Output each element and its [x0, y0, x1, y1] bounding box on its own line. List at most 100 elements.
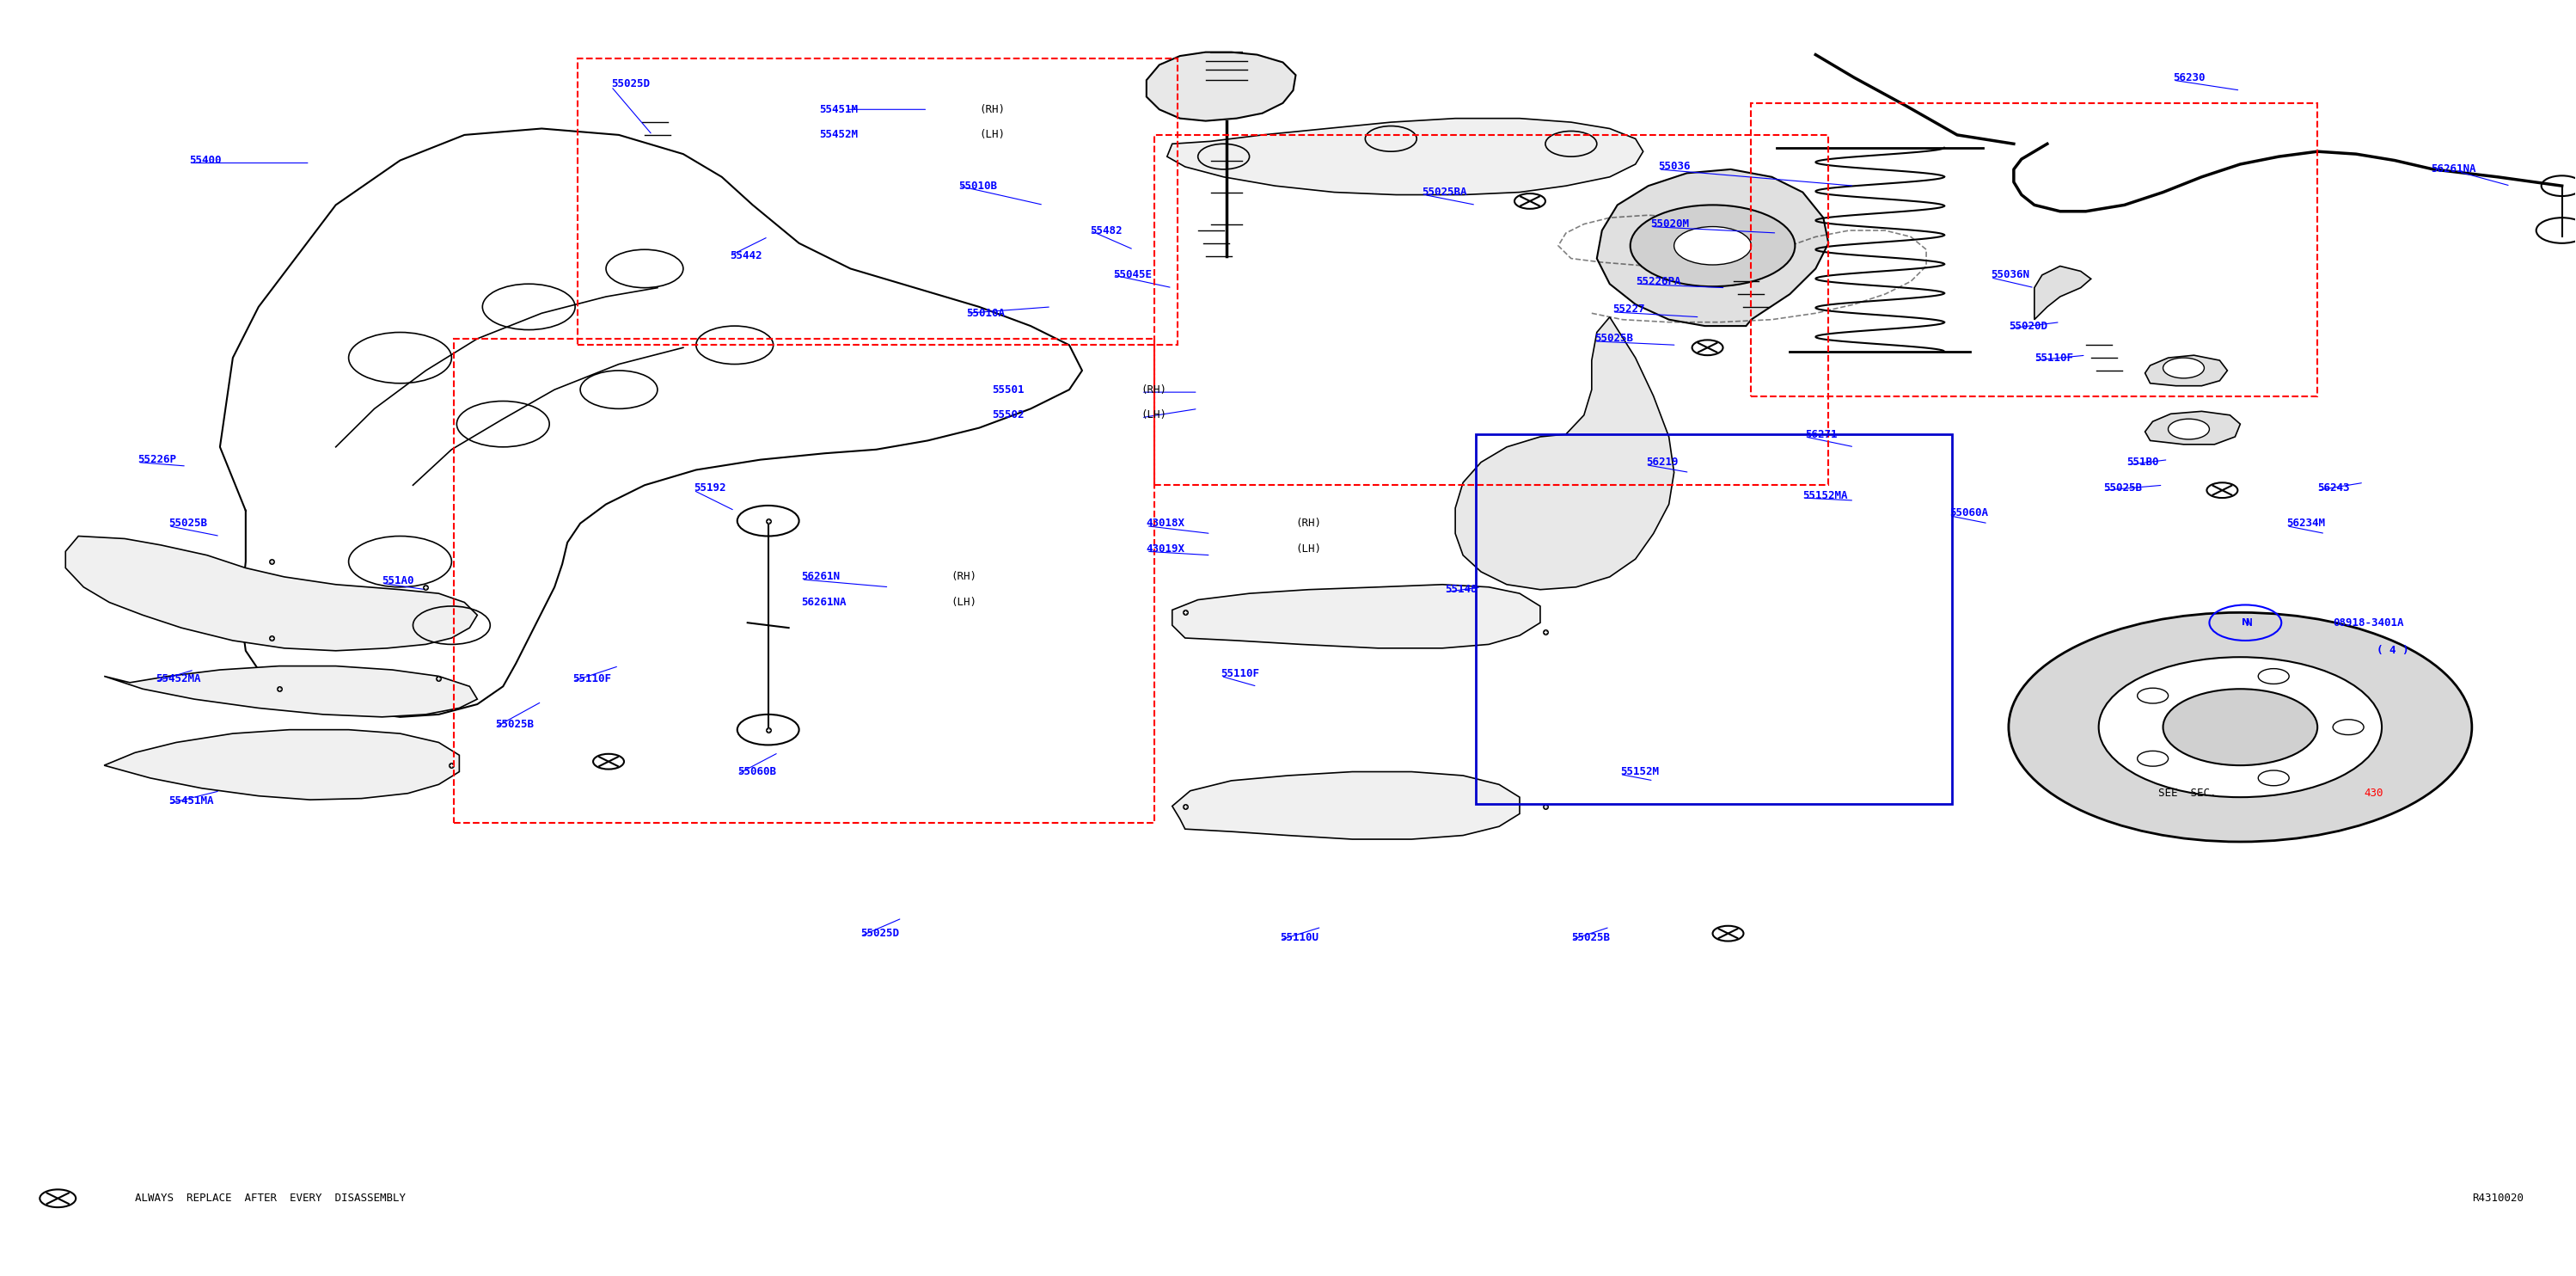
Polygon shape: [1597, 170, 1829, 325]
Polygon shape: [2146, 355, 2228, 385]
Text: N: N: [2241, 619, 2249, 627]
Text: 55110F: 55110F: [2035, 352, 2074, 364]
Polygon shape: [103, 730, 459, 800]
Text: 55501: 55501: [992, 384, 1025, 396]
Text: 55110F: 55110F: [1221, 669, 1260, 679]
Circle shape: [2259, 669, 2290, 684]
Text: 55152M: 55152M: [1620, 766, 1659, 777]
Polygon shape: [2146, 411, 2241, 444]
Text: 56243: 56243: [2318, 482, 2349, 494]
Text: 55025D: 55025D: [860, 928, 899, 939]
Bar: [1476, 434, 1953, 804]
Text: 55110F: 55110F: [572, 674, 611, 684]
Circle shape: [1674, 227, 1752, 265]
Text: 55451MA: 55451MA: [167, 795, 214, 806]
Text: 56234M: 56234M: [2287, 518, 2326, 530]
Text: 55226P: 55226P: [137, 454, 175, 466]
Circle shape: [1515, 194, 1546, 209]
Text: 55442: 55442: [729, 250, 762, 262]
Circle shape: [2259, 771, 2290, 786]
Text: 55036: 55036: [1659, 161, 1690, 172]
Text: 56261N: 56261N: [801, 572, 840, 582]
Text: 55192: 55192: [693, 482, 726, 494]
Text: 55045E: 55045E: [1113, 269, 1151, 281]
Text: ( 4 ): ( 4 ): [2378, 646, 2409, 656]
Text: 55036N: 55036N: [1991, 269, 2030, 281]
Polygon shape: [2035, 267, 2092, 319]
Circle shape: [2138, 688, 2169, 703]
Text: (LH): (LH): [1141, 410, 1167, 421]
Circle shape: [2169, 419, 2210, 439]
Text: 55025B: 55025B: [1571, 931, 1610, 943]
Bar: [1154, 135, 1829, 485]
Polygon shape: [64, 536, 477, 651]
Bar: [577, 59, 1177, 345]
Text: (LH): (LH): [979, 129, 1005, 140]
Bar: [453, 338, 1154, 823]
Text: 55400: 55400: [188, 154, 222, 166]
Text: 55060A: 55060A: [1950, 508, 1989, 519]
Polygon shape: [1455, 316, 1674, 590]
Text: 430: 430: [2365, 787, 2383, 799]
Circle shape: [1692, 339, 1723, 355]
Circle shape: [2099, 657, 2383, 798]
Text: 56230: 56230: [2174, 71, 2205, 83]
Polygon shape: [103, 666, 477, 717]
Bar: [1752, 103, 2318, 396]
Text: (RH): (RH): [1141, 384, 1167, 396]
Polygon shape: [1146, 52, 1296, 121]
Text: 56271: 56271: [1806, 429, 1837, 440]
Text: 55010B: 55010B: [958, 180, 997, 191]
Text: 08918-3401A: 08918-3401A: [2334, 618, 2403, 628]
Text: 56261NA: 56261NA: [801, 597, 848, 607]
Text: 43019X: 43019X: [1146, 544, 1185, 555]
Text: 43018X: 43018X: [1146, 518, 1185, 530]
Text: 55148: 55148: [1445, 584, 1476, 595]
Circle shape: [39, 1189, 75, 1207]
Text: (RH): (RH): [979, 103, 1005, 115]
Text: SEE  SEC.: SEE SEC.: [2159, 787, 2215, 799]
Circle shape: [2138, 752, 2169, 766]
Text: ALWAYS  REPLACE  AFTER  EVERY  DISASSEMBLY: ALWAYS REPLACE AFTER EVERY DISASSEMBLY: [134, 1193, 407, 1205]
Text: 55226PA: 55226PA: [1636, 276, 1680, 287]
Text: 55025B: 55025B: [167, 518, 206, 530]
Text: 55020D: 55020D: [2009, 320, 2048, 332]
Text: 55025B: 55025B: [1595, 333, 1633, 345]
Text: 55025B: 55025B: [495, 718, 533, 730]
Text: 55452M: 55452M: [819, 129, 858, 140]
Text: 55025BA: 55025BA: [1422, 186, 1466, 198]
Circle shape: [2164, 357, 2205, 378]
Text: 55025B: 55025B: [2105, 482, 2143, 494]
Text: 551A0: 551A0: [381, 575, 415, 586]
Circle shape: [592, 754, 623, 769]
Text: N: N: [2246, 618, 2251, 628]
Circle shape: [2334, 720, 2365, 735]
Text: 55451M: 55451M: [819, 103, 858, 115]
Text: (RH): (RH): [951, 572, 976, 582]
Text: (LH): (LH): [1296, 544, 1321, 555]
Circle shape: [1713, 926, 1744, 942]
Circle shape: [1631, 205, 1795, 287]
Text: R4310020: R4310020: [2473, 1193, 2524, 1205]
Circle shape: [2009, 612, 2473, 842]
Text: 55010A: 55010A: [966, 308, 1005, 319]
Circle shape: [2208, 482, 2239, 498]
Text: (RH): (RH): [1296, 518, 1321, 530]
Text: 55152MA: 55152MA: [1803, 490, 1847, 501]
Text: 55482: 55482: [1090, 225, 1123, 236]
Text: 56261NA: 56261NA: [2432, 163, 2476, 175]
Text: 56219: 56219: [1646, 457, 1677, 468]
Polygon shape: [1172, 584, 1540, 648]
Text: (LH): (LH): [951, 597, 976, 607]
Text: 55020M: 55020M: [1651, 218, 1690, 230]
Text: 55502: 55502: [992, 410, 1025, 421]
Polygon shape: [1167, 119, 1643, 195]
Text: 551B0: 551B0: [2128, 457, 2159, 468]
Text: 55060B: 55060B: [737, 766, 775, 777]
Text: 55110U: 55110U: [1280, 931, 1319, 943]
Text: 55227: 55227: [1613, 304, 1643, 315]
Text: 55025D: 55025D: [611, 78, 649, 89]
Circle shape: [2164, 689, 2318, 766]
Text: 55452MA: 55452MA: [155, 674, 201, 684]
Polygon shape: [1172, 772, 1520, 840]
